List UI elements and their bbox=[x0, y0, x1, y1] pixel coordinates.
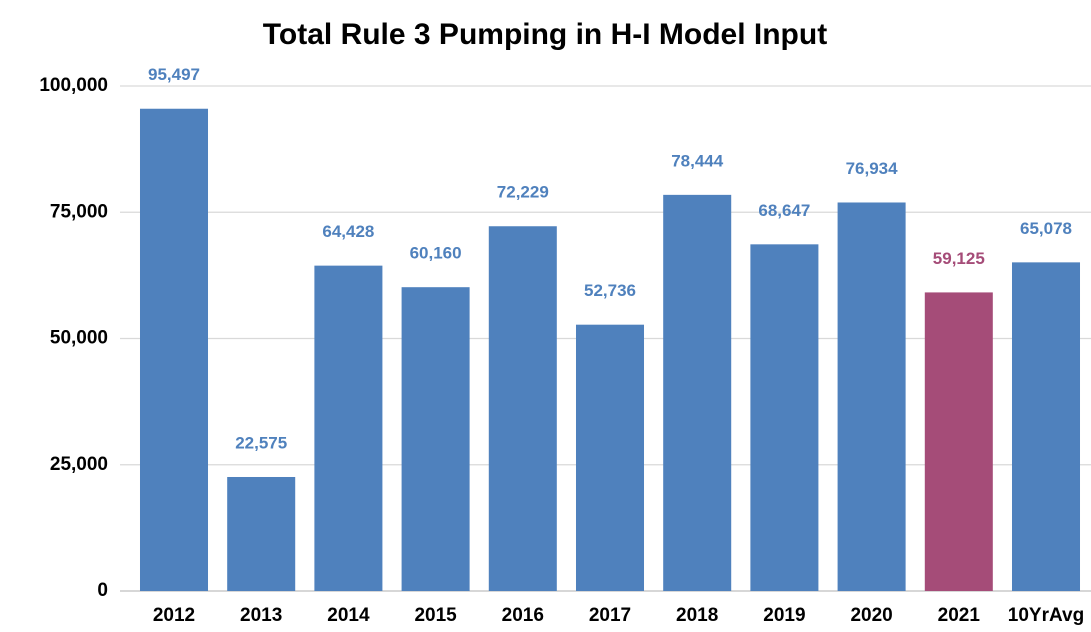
bar bbox=[837, 202, 906, 591]
bar bbox=[575, 324, 645, 591]
x-tick-label: 2020 bbox=[850, 605, 892, 626]
x-tick-label: 10YrAvg bbox=[1008, 605, 1084, 626]
value-label: 60,160 bbox=[410, 244, 462, 263]
bar bbox=[314, 265, 383, 591]
value-label: 72,229 bbox=[497, 183, 549, 202]
y-tick-label: 50,000 bbox=[50, 328, 108, 349]
y-tick-label: 0 bbox=[97, 580, 108, 601]
value-label: 59,125 bbox=[933, 249, 985, 268]
bar bbox=[663, 194, 732, 592]
value-label: 64,428 bbox=[322, 222, 374, 241]
x-tick-label: 2014 bbox=[327, 605, 370, 626]
x-tick-label: 2021 bbox=[938, 605, 981, 626]
value-label: 52,736 bbox=[584, 281, 636, 300]
bar bbox=[924, 292, 993, 591]
value-label: 76,934 bbox=[846, 159, 899, 178]
bar bbox=[1011, 262, 1081, 591]
value-label: 78,444 bbox=[671, 151, 724, 170]
x-tick-label: 2012 bbox=[153, 605, 195, 626]
value-label: 68,647 bbox=[758, 201, 810, 220]
chart-title: Total Rule 3 Pumping in H-I Model Input bbox=[263, 18, 827, 51]
x-tick-label: 2017 bbox=[589, 605, 631, 626]
bar bbox=[750, 244, 819, 592]
value-label: 22,575 bbox=[235, 433, 287, 452]
y-tick-label: 25,000 bbox=[50, 454, 108, 475]
value-label: 95,497 bbox=[148, 65, 200, 84]
bar bbox=[139, 108, 209, 592]
x-tick-label: 2015 bbox=[414, 605, 457, 626]
value-label: 65,078 bbox=[1020, 219, 1072, 238]
y-tick-label: 100,000 bbox=[39, 75, 108, 96]
y-tick-label: 75,000 bbox=[50, 201, 108, 222]
x-tick-label: 2013 bbox=[240, 605, 282, 626]
bar bbox=[401, 287, 470, 591]
bar bbox=[488, 226, 557, 592]
bar bbox=[227, 476, 296, 591]
x-tick-label: 2016 bbox=[502, 605, 544, 626]
x-tick-label: 2018 bbox=[676, 605, 718, 626]
x-tick-label: 2019 bbox=[763, 605, 805, 626]
